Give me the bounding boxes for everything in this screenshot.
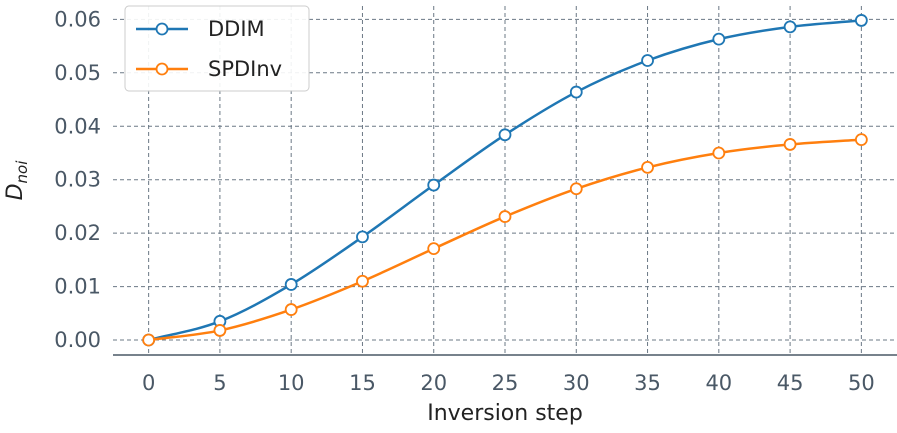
data-point-ddim-45: [783, 20, 797, 34]
y-tick-label: 0.05: [54, 61, 101, 85]
x-tick-label: 25: [492, 371, 519, 395]
x-axis-label: Inversion step: [427, 401, 583, 426]
x-tick-label: 15: [349, 371, 376, 395]
x-axis-ticks: 0 5 10 15 20 25 30 35 40 45 50: [142, 371, 875, 395]
data-point-spdinv-40: [712, 146, 726, 160]
y-axis-label-main: D: [3, 183, 28, 200]
data-point-spdinv-25: [498, 210, 512, 223]
data-point-spdinv-15: [356, 274, 369, 288]
x-tick-label: 5: [213, 371, 226, 395]
data-point-spdinv-50: [854, 133, 868, 147]
y-tick-label: 0.00: [54, 328, 101, 352]
grid: [113, 6, 897, 355]
y-axis-ticks: 0.00 0.01 0.02 0.03 0.04 0.05 0.06: [54, 7, 101, 352]
data-point-spdinv-10: [284, 303, 298, 316]
legend: DDIM SPDInv: [124, 5, 310, 92]
data-point-ddim-20: [427, 178, 441, 192]
y-tick-label: 0.04: [54, 114, 101, 138]
x-tick-label: 45: [777, 371, 804, 395]
x-tick-label: 50: [848, 371, 875, 395]
y-tick-label: 0.06: [54, 7, 101, 31]
legend-marker-spdinv: [155, 62, 169, 76]
series-layer: [142, 14, 868, 347]
x-tick-label: 20: [420, 371, 447, 395]
data-point-spdinv-35: [641, 161, 654, 174]
y-axis-label: Dnoi: [3, 160, 31, 201]
y-tick-label: 0.03: [54, 168, 101, 192]
x-tick-label: 0: [142, 371, 155, 395]
data-point-spdinv-0: [142, 333, 156, 347]
data-point-spdinv-20: [427, 242, 441, 256]
data-point-ddim-15: [356, 230, 369, 244]
data-point-ddim-40: [712, 32, 726, 46]
x-tick-label: 10: [278, 371, 305, 395]
data-point-ddim-25: [498, 128, 512, 142]
data-point-ddim-30: [569, 85, 583, 99]
y-tick-label: 0.01: [54, 275, 101, 299]
data-point-spdinv-5: [213, 324, 227, 337]
legend-marker-ddim: [155, 22, 169, 36]
data-point-ddim-50: [854, 14, 868, 27]
x-tick-label: 35: [634, 371, 661, 395]
data-point-spdinv-45: [783, 138, 797, 151]
data-point-ddim-10: [284, 278, 298, 291]
data-point-spdinv-30: [569, 182, 583, 196]
legend-label-ddim: DDIM: [208, 17, 265, 41]
legend-label-spdinv: SPDInv: [208, 57, 282, 81]
x-tick-label: 40: [705, 371, 732, 395]
y-axis-label-subscript: noi: [13, 160, 31, 184]
y-tick-label: 0.02: [54, 221, 101, 245]
x-tick-label: 30: [563, 371, 590, 395]
data-point-ddim-35: [641, 54, 654, 67]
